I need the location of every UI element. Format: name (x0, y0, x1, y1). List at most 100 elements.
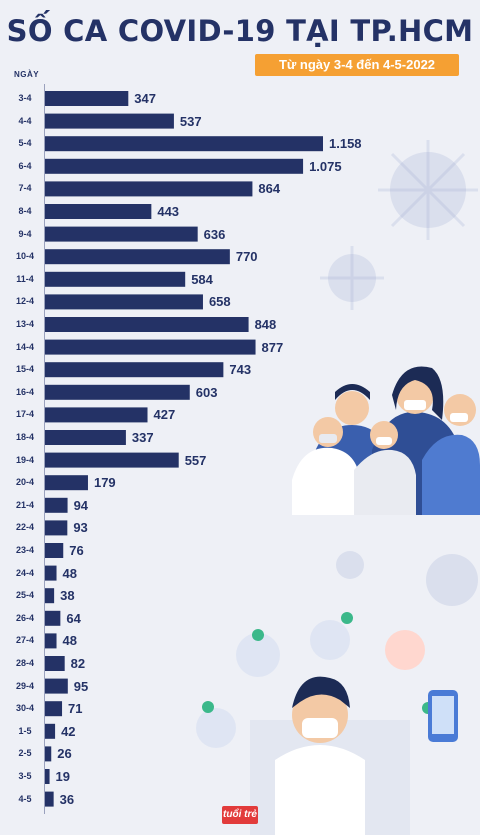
value-label: 26 (57, 746, 72, 762)
category-label: 24-4 (15, 567, 34, 578)
bar-7-4 (45, 181, 253, 197)
bar-17-4 (45, 407, 148, 423)
category-label: 23-4 (15, 545, 34, 555)
bar-16-4 (45, 384, 190, 400)
value-label: 658 (208, 294, 231, 310)
category-label: 3-4 (18, 93, 32, 103)
bar-6-4 (45, 158, 304, 174)
category-label: 14-4 (15, 341, 34, 352)
value-label: 48 (62, 633, 77, 649)
value-label: 427 (153, 407, 176, 423)
value-label: 848 (254, 317, 277, 332)
bar-30-4 (45, 701, 63, 717)
category-label: 9-4 (18, 228, 32, 239)
category-label: 10-4 (15, 251, 34, 262)
value-label: 636 (203, 226, 226, 242)
bar-15-4 (45, 362, 224, 378)
category-label: 5-4 (18, 138, 32, 149)
category-label: 4-4 (18, 115, 32, 126)
axis-label-date: NGÀY (14, 70, 40, 79)
category-label: 29-4 (15, 680, 34, 691)
value-label: 19 (55, 769, 71, 784)
value-label: 537 (179, 113, 202, 129)
bar-4-5 (45, 791, 54, 807)
category-label: 1-5 (18, 725, 32, 736)
category-label: 21-4 (15, 499, 34, 510)
value-label: 71 (68, 701, 83, 717)
bar-10-4 (45, 249, 230, 265)
category-label: 19-4 (15, 454, 34, 465)
bar-20-4 (45, 475, 88, 491)
y-axis-line (44, 84, 45, 814)
value-label: 1.158 (329, 136, 362, 152)
bar-26-4 (45, 610, 61, 626)
value-label: 38 (60, 588, 75, 604)
category-label: 17-4 (15, 409, 34, 420)
date-range-badge: Từ ngày 3-4 đến 4-5-2022 (255, 54, 459, 76)
category-label: 20-4 (15, 477, 34, 488)
bar-28-4 (45, 656, 65, 671)
value-label: 877 (261, 339, 284, 355)
category-label: 2-5 (18, 748, 32, 759)
category-label: 8-4 (18, 206, 32, 216)
value-label: 347 (134, 91, 156, 106)
category-label: 27-4 (15, 635, 34, 646)
category-label: 16-4 (15, 386, 34, 397)
doctor-illustration (196, 612, 458, 835)
value-label: 36 (59, 791, 75, 807)
value-label: 603 (195, 384, 218, 400)
bar-21-4 (45, 497, 68, 513)
category-label: 25-4 (15, 590, 34, 601)
bar-13-4 (45, 317, 249, 332)
category-label: 7-4 (18, 183, 32, 194)
value-label: 770 (235, 249, 258, 265)
chart-title: SỐ CA COVID-19 TẠI TP.HCM (6, 14, 474, 48)
value-label: 94 (73, 497, 89, 513)
category-label: 6-4 (18, 160, 32, 171)
crowd-illustration (292, 366, 480, 515)
tuoi-tre-logo: tuổi trẻ (222, 806, 258, 824)
category-label: 22-4 (15, 522, 34, 533)
value-label: 42 (61, 723, 76, 739)
bar-3-5 (45, 769, 50, 784)
category-label: 13-4 (15, 319, 34, 329)
value-label: 76 (69, 543, 84, 558)
value-label: 443 (157, 204, 180, 219)
value-label: 743 (229, 362, 252, 378)
bar-23-4 (45, 543, 64, 558)
bar-9-4 (45, 226, 198, 242)
bar-25-4 (45, 588, 55, 604)
bar-22-4 (45, 520, 68, 536)
value-label: 95 (73, 678, 89, 694)
value-label: 1.075 (309, 158, 342, 174)
category-label: 28-4 (15, 658, 34, 668)
category-label: 15-4 (15, 364, 34, 375)
value-label: 82 (70, 656, 86, 671)
bar-11-4 (45, 271, 186, 287)
bar-14-4 (45, 339, 256, 355)
bar-27-4 (45, 633, 57, 649)
category-label: 3-5 (18, 771, 32, 781)
bar-18-4 (45, 430, 126, 445)
category-label: 12-4 (15, 296, 34, 307)
value-label: 584 (191, 271, 213, 287)
value-label: 179 (93, 475, 116, 491)
bar-4-4 (45, 113, 174, 129)
value-label: 864 (258, 181, 281, 197)
bar-29-4 (45, 678, 68, 694)
value-label: 93 (73, 520, 88, 536)
value-label: 64 (66, 610, 81, 626)
category-label: 11-4 (16, 273, 34, 284)
bar-3-4 (45, 91, 129, 106)
category-label: 30-4 (15, 703, 34, 714)
bar-19-4 (45, 452, 179, 468)
category-label: 4-5 (18, 793, 32, 804)
bar-24-4 (45, 565, 57, 581)
bar-12-4 (45, 294, 203, 310)
bar-2-5 (45, 746, 52, 762)
value-label: 337 (131, 430, 154, 445)
bar-5-4 (45, 136, 323, 152)
value-label: 557 (184, 452, 207, 468)
bar-1-5 (45, 723, 56, 739)
